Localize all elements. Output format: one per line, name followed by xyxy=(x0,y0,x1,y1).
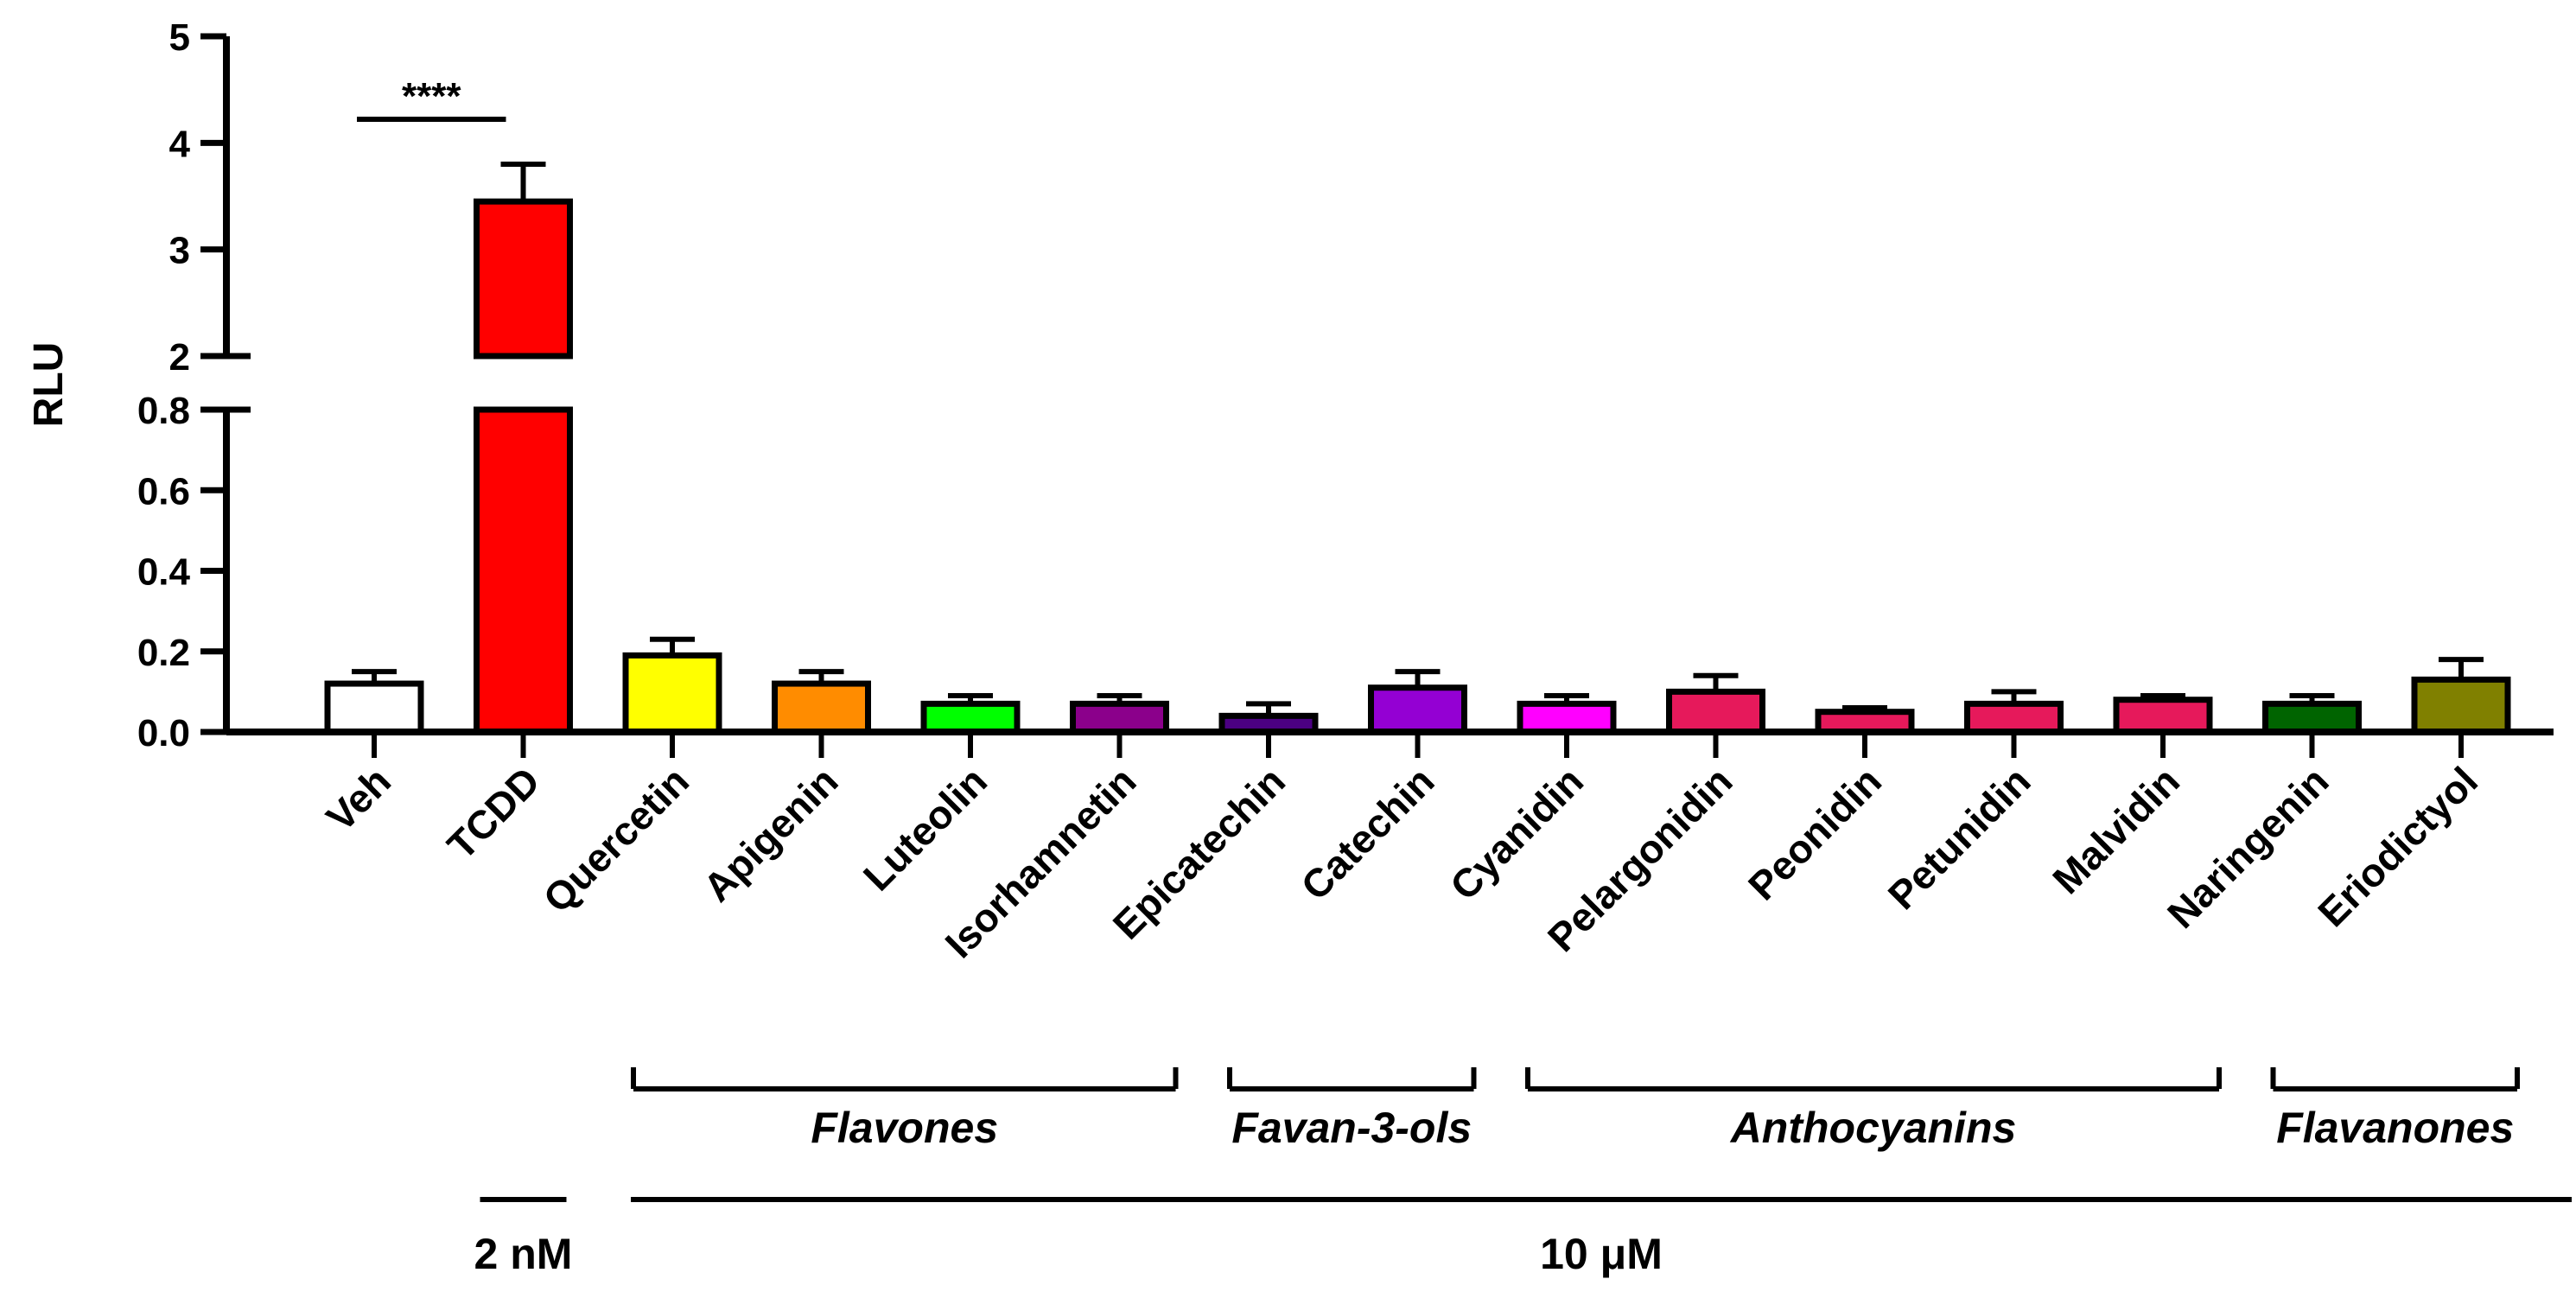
x-tick-label-tcdd: TCDD xyxy=(438,758,548,868)
bar-break-gap xyxy=(467,360,579,406)
x-tick-label-eriodictyol: Eriodictyol xyxy=(2309,758,2486,935)
group-label-flavones: Flavones xyxy=(811,1104,998,1152)
y-tick-label: 0.0 xyxy=(137,712,190,754)
bar-eriodictyol xyxy=(2411,676,2511,735)
bar-catechin xyxy=(1368,684,1467,735)
y-tick-label: 0.2 xyxy=(137,632,190,674)
bar-malvidin xyxy=(2113,697,2213,735)
bar-naringenin xyxy=(2262,700,2362,735)
bar-luteolin xyxy=(920,700,1021,735)
concentration-label: 10 μM xyxy=(1540,1230,1663,1278)
x-tick-label-luteolin: Luteolin xyxy=(855,758,995,899)
y-tick-label: 5 xyxy=(169,16,190,59)
y-tick-label: 3 xyxy=(169,230,190,272)
x-tick-label-petunidin: Petunidin xyxy=(1880,758,2039,918)
bar-quercetin xyxy=(622,652,722,735)
y-tick-label: 0.4 xyxy=(137,551,191,594)
x-tick-label-catechin: Catechin xyxy=(1292,758,1442,908)
x-tick-label-apigenin: Apigenin xyxy=(695,758,847,910)
y-tick-label: 0.6 xyxy=(137,470,190,512)
y-axis-label: RLU xyxy=(26,342,72,428)
group-label-anthocyanins: Anthocyanins xyxy=(1729,1104,2017,1152)
y-tick-label: 2 xyxy=(169,336,190,379)
group-label-flavanones: Flavanones xyxy=(2276,1104,2514,1152)
x-tick-label-veh: Veh xyxy=(317,758,399,840)
bar-pelargonidin xyxy=(1666,688,1765,735)
bar-isorhamnetin xyxy=(1070,700,1169,735)
x-tick-label-peonidin: Peonidin xyxy=(1740,758,1890,908)
bar-veh xyxy=(324,680,424,735)
x-tick-label-naringenin: Naringenin xyxy=(2159,758,2337,937)
x-tick-label-malvidin: Malvidin xyxy=(2044,758,2188,902)
y-tick-label: 0.8 xyxy=(137,390,190,432)
x-tick-label-quercetin: Quercetin xyxy=(534,758,697,921)
bar-cyanidin xyxy=(1517,700,1617,735)
y-tick-label: 4 xyxy=(169,123,191,165)
bar-tcdd xyxy=(474,198,573,360)
significance-label: **** xyxy=(402,75,461,118)
group-label-favan-3-ols: Favan-3-ols xyxy=(1231,1104,1472,1152)
x-tick-label-cyanidin: Cyanidin xyxy=(1441,758,1592,908)
bar-petunidin xyxy=(1964,700,2064,735)
bar-tcdd-lower xyxy=(474,406,573,735)
bar-apigenin xyxy=(772,680,871,735)
concentration-label: 2 nM xyxy=(474,1230,573,1278)
